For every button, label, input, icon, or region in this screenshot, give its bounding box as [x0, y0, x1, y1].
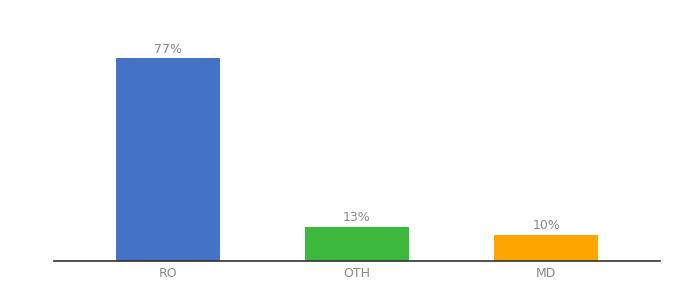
Text: 10%: 10% [532, 219, 560, 232]
Text: 13%: 13% [343, 211, 371, 224]
Text: 77%: 77% [154, 43, 182, 56]
Bar [116, 58, 220, 261]
Bar [305, 227, 409, 261]
Bar [494, 235, 598, 261]
